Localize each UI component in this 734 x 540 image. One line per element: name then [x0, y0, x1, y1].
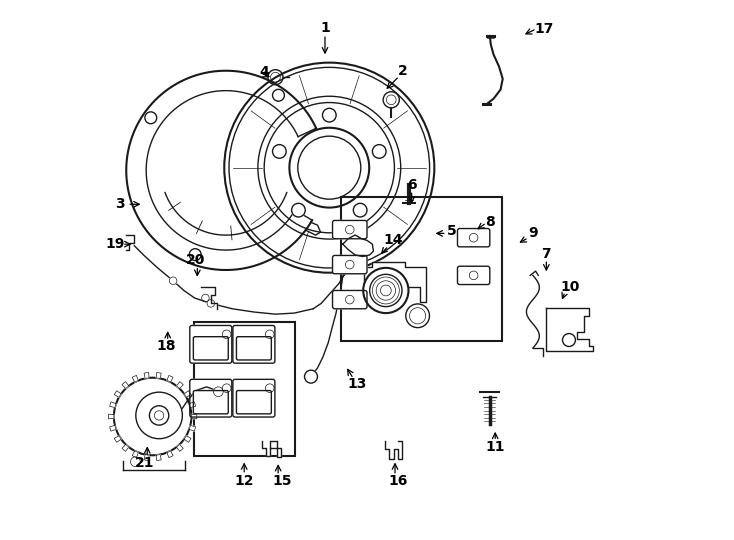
- Circle shape: [305, 370, 317, 383]
- FancyBboxPatch shape: [236, 390, 272, 414]
- Polygon shape: [184, 436, 191, 442]
- Circle shape: [189, 249, 201, 261]
- Text: 17: 17: [534, 22, 553, 36]
- FancyBboxPatch shape: [193, 390, 228, 414]
- Text: 8: 8: [485, 214, 495, 228]
- Text: 20: 20: [186, 253, 206, 267]
- FancyBboxPatch shape: [190, 326, 232, 363]
- Polygon shape: [262, 441, 281, 457]
- Circle shape: [145, 112, 157, 124]
- Text: 7: 7: [542, 247, 551, 261]
- Text: 14: 14: [383, 233, 403, 247]
- Text: 6: 6: [407, 178, 416, 192]
- Polygon shape: [122, 382, 128, 389]
- Text: 11: 11: [485, 440, 505, 454]
- Polygon shape: [115, 391, 121, 397]
- Polygon shape: [201, 287, 217, 309]
- Text: 19: 19: [105, 237, 125, 251]
- Circle shape: [272, 89, 284, 101]
- FancyBboxPatch shape: [233, 379, 275, 417]
- Polygon shape: [343, 235, 374, 256]
- Circle shape: [150, 406, 169, 425]
- Polygon shape: [176, 382, 184, 389]
- Circle shape: [114, 377, 192, 455]
- Text: 5: 5: [447, 224, 457, 238]
- Polygon shape: [546, 308, 593, 351]
- Circle shape: [372, 145, 386, 158]
- Polygon shape: [109, 402, 116, 408]
- Polygon shape: [167, 451, 173, 457]
- Circle shape: [406, 304, 429, 328]
- Polygon shape: [192, 414, 197, 419]
- Text: 12: 12: [234, 474, 254, 488]
- Circle shape: [291, 204, 305, 217]
- Polygon shape: [189, 426, 195, 431]
- Bar: [341, 197, 501, 341]
- Text: 21: 21: [135, 456, 155, 470]
- Polygon shape: [156, 373, 161, 379]
- FancyBboxPatch shape: [233, 326, 275, 363]
- Polygon shape: [385, 441, 402, 458]
- Circle shape: [353, 204, 367, 217]
- FancyBboxPatch shape: [190, 379, 232, 417]
- Polygon shape: [115, 436, 121, 442]
- FancyBboxPatch shape: [333, 255, 367, 274]
- Polygon shape: [132, 451, 139, 457]
- FancyBboxPatch shape: [457, 228, 490, 247]
- Polygon shape: [132, 375, 139, 382]
- Circle shape: [322, 109, 336, 122]
- Polygon shape: [109, 414, 114, 419]
- Circle shape: [272, 145, 286, 158]
- FancyBboxPatch shape: [193, 337, 228, 360]
- Polygon shape: [167, 375, 173, 382]
- Text: 4: 4: [260, 65, 269, 79]
- Polygon shape: [364, 262, 426, 302]
- Circle shape: [214, 387, 223, 396]
- FancyBboxPatch shape: [236, 337, 272, 360]
- Bar: [194, 322, 295, 456]
- Polygon shape: [144, 455, 149, 461]
- Text: 2: 2: [399, 64, 408, 78]
- Text: 10: 10: [561, 280, 581, 294]
- Polygon shape: [144, 373, 149, 379]
- Polygon shape: [122, 444, 128, 451]
- Text: 16: 16: [388, 474, 408, 488]
- Circle shape: [207, 300, 214, 307]
- Polygon shape: [184, 391, 191, 397]
- Polygon shape: [189, 402, 195, 408]
- Text: 18: 18: [157, 340, 176, 354]
- FancyBboxPatch shape: [457, 266, 490, 285]
- Circle shape: [562, 334, 575, 347]
- Polygon shape: [109, 426, 116, 431]
- Text: 15: 15: [272, 474, 291, 488]
- Polygon shape: [156, 455, 161, 461]
- Circle shape: [170, 277, 177, 285]
- FancyBboxPatch shape: [333, 291, 367, 309]
- Text: 13: 13: [348, 377, 367, 391]
- Polygon shape: [176, 444, 184, 451]
- Text: 1: 1: [320, 21, 330, 35]
- Text: 3: 3: [115, 197, 125, 211]
- Circle shape: [363, 268, 409, 313]
- FancyBboxPatch shape: [333, 220, 367, 239]
- Text: 9: 9: [528, 226, 538, 240]
- Circle shape: [136, 392, 182, 438]
